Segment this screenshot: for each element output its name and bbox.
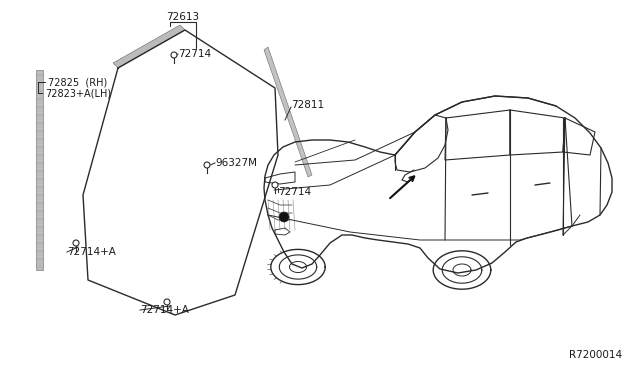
Circle shape <box>272 182 278 188</box>
Polygon shape <box>36 70 43 270</box>
Polygon shape <box>264 47 312 177</box>
Circle shape <box>164 299 170 305</box>
Polygon shape <box>113 25 185 68</box>
Text: 72714: 72714 <box>178 49 211 59</box>
Circle shape <box>204 162 210 168</box>
Text: 72825  (RH): 72825 (RH) <box>48 77 108 87</box>
Text: 72613: 72613 <box>166 12 200 22</box>
Text: 72811: 72811 <box>291 100 324 110</box>
Circle shape <box>171 52 177 58</box>
Text: 72714: 72714 <box>278 187 311 197</box>
Text: 96327M: 96327M <box>215 158 257 168</box>
Circle shape <box>279 212 289 222</box>
Text: 72823+A(LH): 72823+A(LH) <box>45 88 111 98</box>
Text: R7200014: R7200014 <box>569 350 622 360</box>
Text: 72714+A: 72714+A <box>67 247 116 257</box>
Circle shape <box>73 240 79 246</box>
Text: 72714+A: 72714+A <box>140 305 189 315</box>
